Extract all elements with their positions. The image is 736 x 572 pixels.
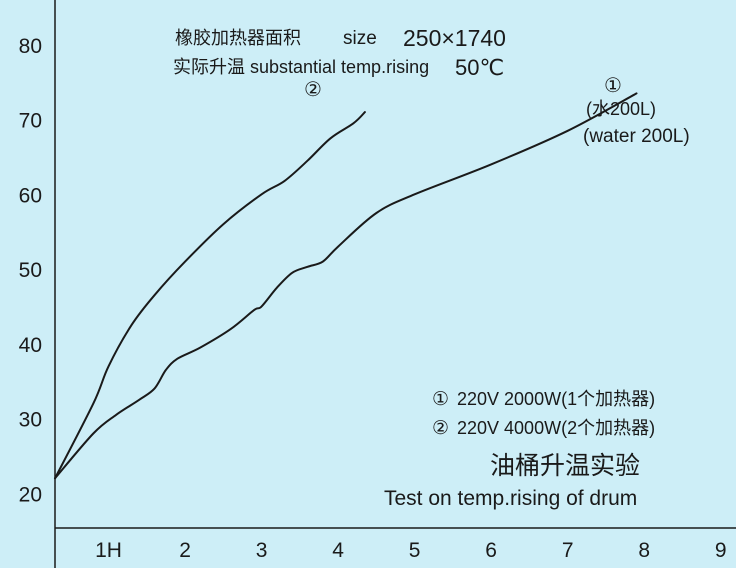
chart-title-en: Test on temp.rising of drum bbox=[384, 487, 637, 510]
x-tick-label: 1H bbox=[95, 539, 122, 562]
series-1-label-cn: (水200L) bbox=[586, 99, 656, 119]
x-tick-labels: 1H 2 3 4 5 6 7 8 9 bbox=[95, 539, 726, 562]
y-tick-label: 60 bbox=[19, 184, 42, 207]
heater-size-label: size bbox=[343, 28, 377, 49]
y-tick-label: 40 bbox=[19, 334, 42, 357]
x-tick-label: 6 bbox=[485, 539, 497, 562]
legend-1-marker: ① bbox=[432, 389, 449, 410]
axes bbox=[54, 0, 736, 568]
legend-1-text: 220V 2000W(1个加热器) bbox=[457, 389, 655, 409]
legend: ① 220V 2000W(1个加热器) ② 220V 4000W(2个加热器) bbox=[432, 389, 655, 439]
x-tick-label: 4 bbox=[332, 539, 344, 562]
y-tick-label: 70 bbox=[19, 110, 42, 133]
series-1-marker: ① bbox=[604, 75, 622, 97]
x-tick-label: 5 bbox=[409, 539, 421, 562]
y-tick-labels: 20 30 40 50 60 70 80 bbox=[19, 35, 42, 506]
legend-2-marker: ② bbox=[432, 418, 449, 439]
chart-title-cn: 油桶升温实验 bbox=[490, 452, 640, 480]
chart-title: 油桶升温实验 Test on temp.rising of drum bbox=[384, 452, 640, 510]
legend-2-text: 220V 4000W(2个加热器) bbox=[457, 418, 655, 438]
series-lines bbox=[54, 92, 638, 480]
series-2-marker: ② bbox=[304, 79, 322, 101]
series-labels: ② ① (水200L) (water 200L) bbox=[304, 75, 690, 147]
x-tick-label: 7 bbox=[562, 539, 574, 562]
temp-rise-value: 50℃ bbox=[455, 55, 504, 80]
y-tick-label: 50 bbox=[19, 259, 42, 282]
y-tick-label: 30 bbox=[19, 409, 42, 432]
series-2-line bbox=[54, 111, 366, 480]
heater-size-value: 250×1740 bbox=[403, 25, 506, 51]
x-tick-label: 8 bbox=[638, 539, 650, 562]
series-1-label-en: (water 200L) bbox=[583, 126, 690, 147]
temp-rise-label: 实际升温 substantial temp.rising bbox=[173, 57, 429, 77]
series-1-line bbox=[54, 92, 638, 480]
x-tick-label: 9 bbox=[715, 539, 727, 562]
x-tick-label: 3 bbox=[256, 539, 268, 562]
heater-info: 橡胶加热器面积 size 250×1740 实际升温 substantial t… bbox=[173, 25, 506, 80]
y-tick-label: 20 bbox=[19, 483, 42, 506]
y-tick-label: 80 bbox=[19, 35, 42, 58]
heater-area-label: 橡胶加热器面积 bbox=[175, 28, 301, 48]
x-tick-label: 2 bbox=[179, 539, 191, 562]
